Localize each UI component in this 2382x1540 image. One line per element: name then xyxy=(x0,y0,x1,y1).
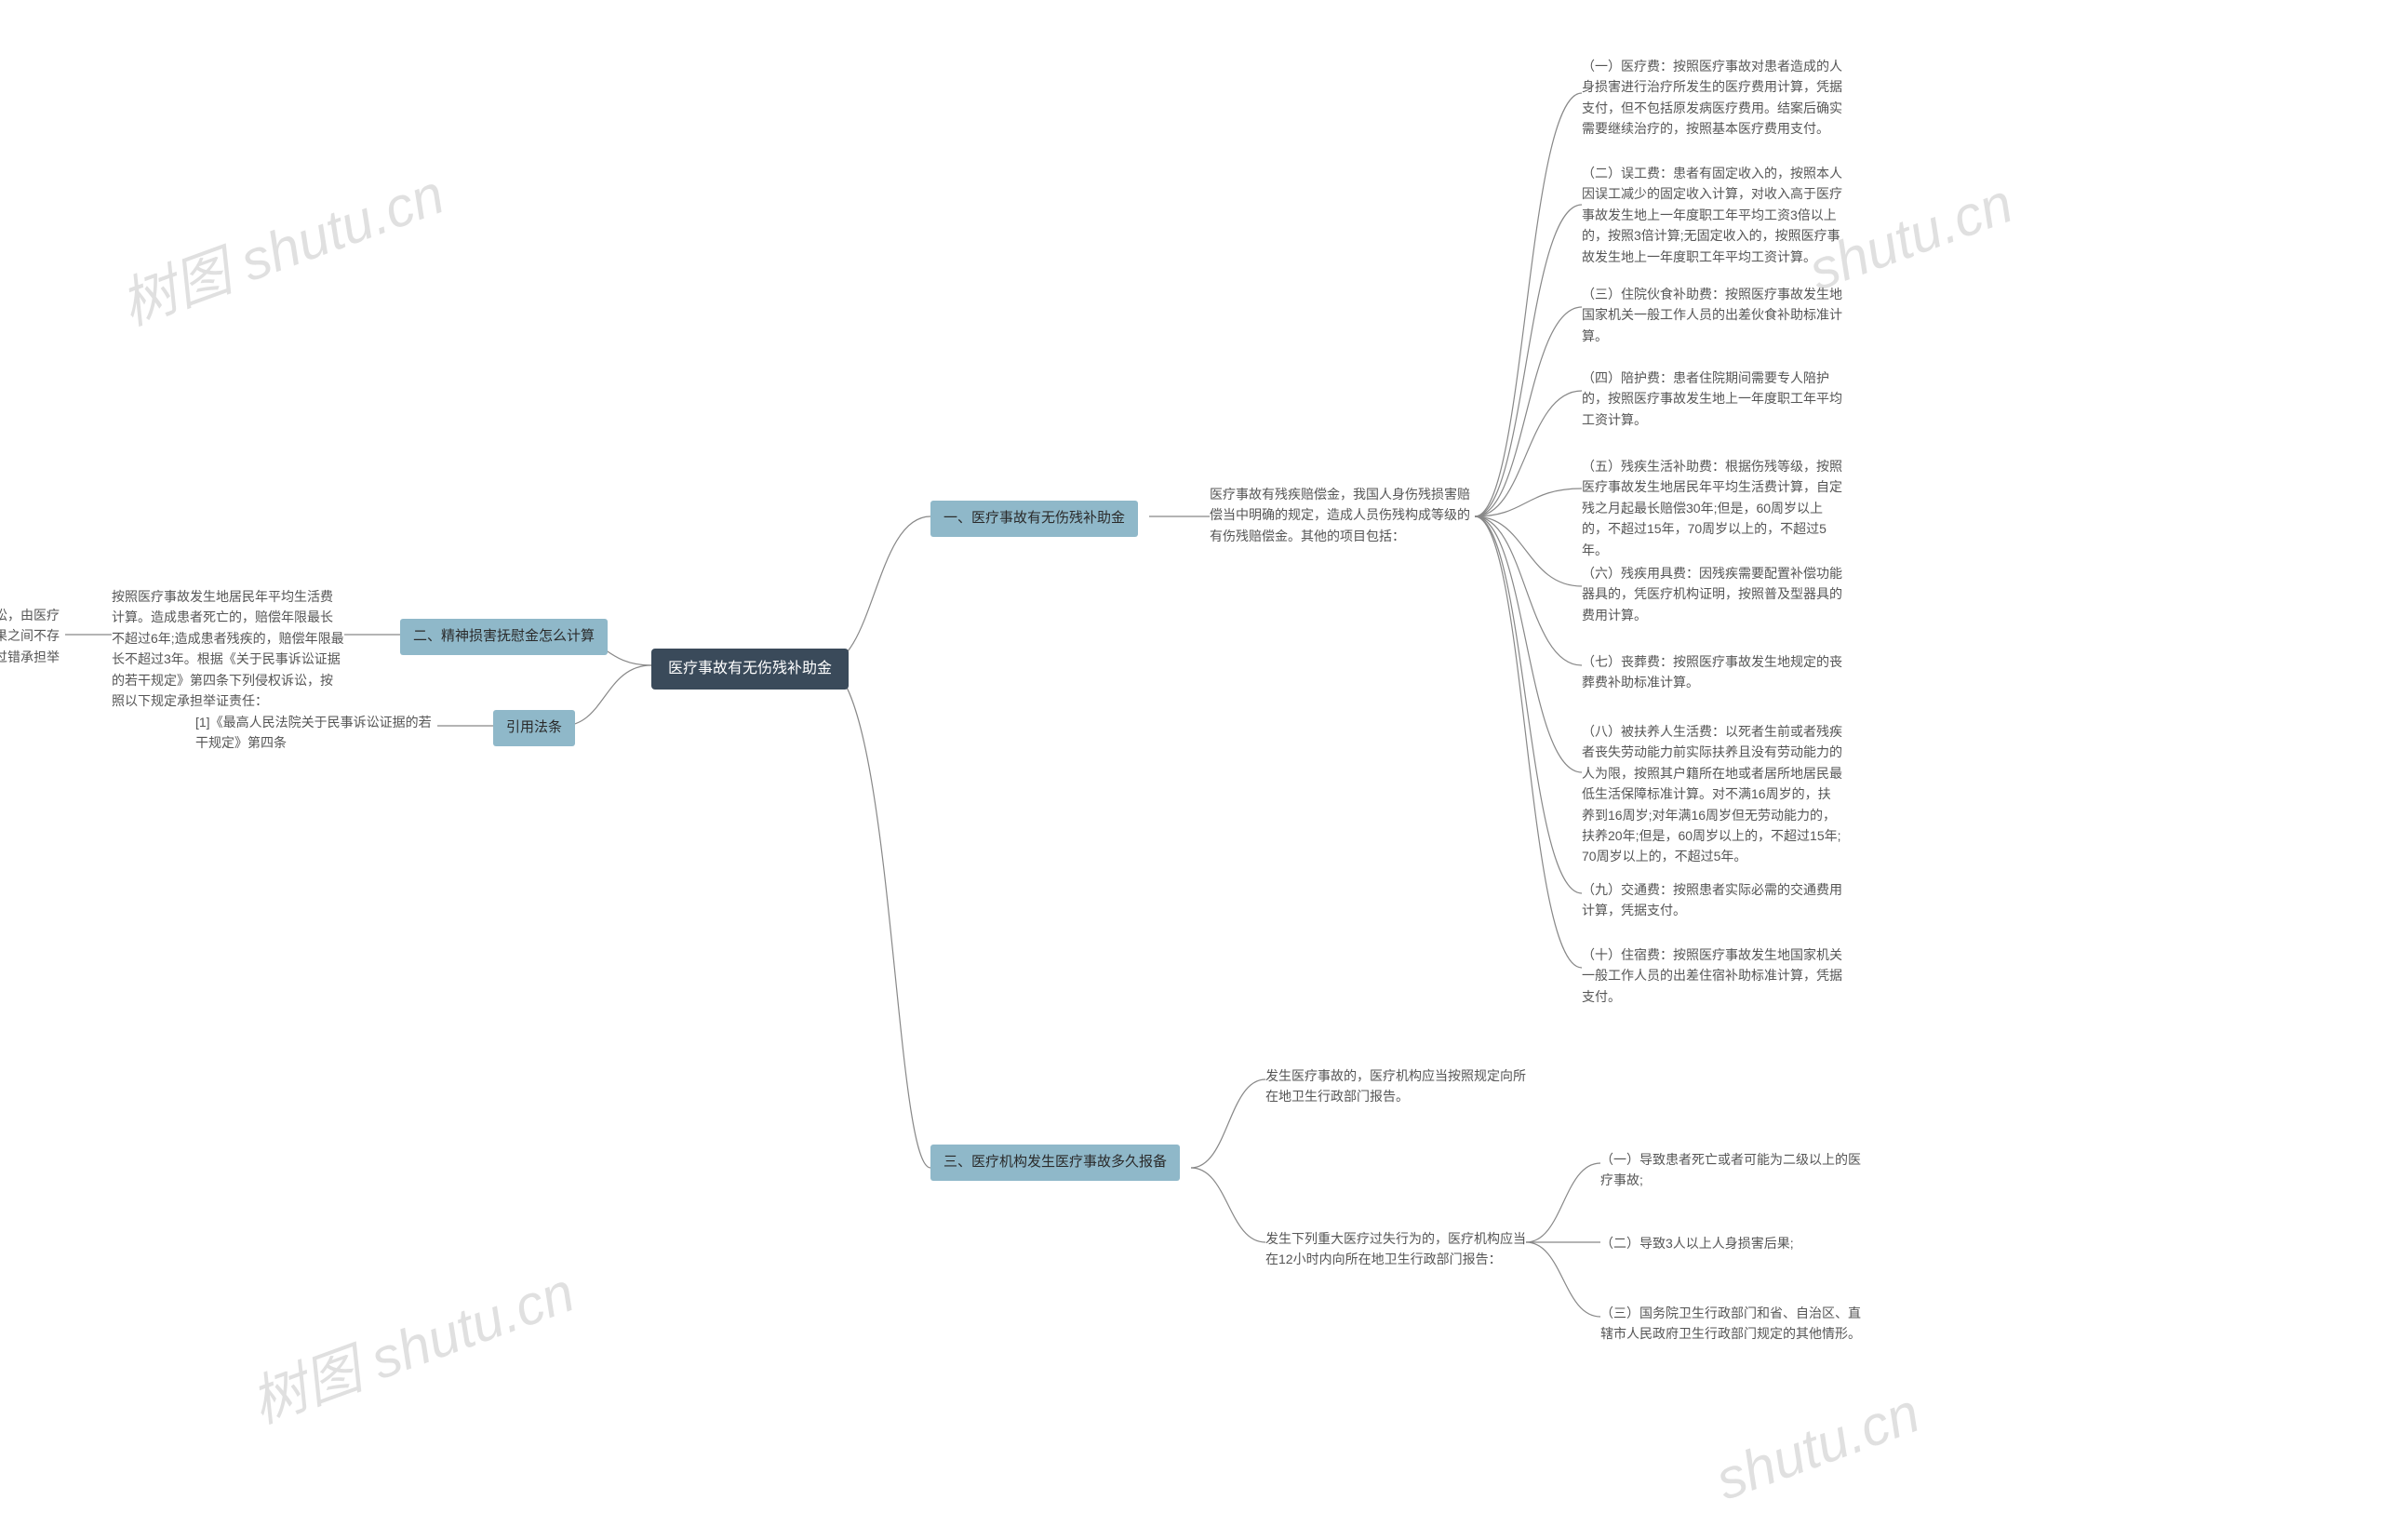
item-4: （四）陪护费：患者住院期间需要专人陪护的，按照医疗事故发生地上一年度职工年平均工… xyxy=(1582,368,1842,430)
root-label: 医疗事故有无伤残补助金 xyxy=(668,661,832,676)
branch-1: 一、医疗事故有无伤残补助金 xyxy=(930,501,1138,537)
root-node: 医疗事故有无伤残补助金 xyxy=(651,649,849,690)
branch-2-leaf: 因医疗行为引起的侵权诉讼，由医疗机构就医疗行为与损害结果之间不存在因果关系及不存… xyxy=(0,605,65,689)
item-3: （三）住院伙食补助费：按照医疗事故发生地国家机关一般工作人员的出差伙食补助标准计… xyxy=(1582,284,1842,346)
branch-1-sub: 医疗事故有残疾赔偿金，我国人身伤残损害赔偿当中明确的规定，造成人员伤残构成等级的… xyxy=(1210,484,1475,546)
branch-2-label: 二、精神损害抚慰金怎么计算 xyxy=(413,628,595,644)
watermark: 树图 shutu.cn xyxy=(238,1247,583,1439)
item-5: （五）残疾生活补助费：根据伤残等级，按照医疗事故发生地居民年平均生活费计算，自定… xyxy=(1582,456,1842,560)
sub2-item-3: （三）国务院卫生行政部门和省、自治区、直辖市人民政府卫生行政部门规定的其他情形。 xyxy=(1600,1303,1861,1345)
connector-lines xyxy=(0,0,2382,1540)
item-8: （八）被扶养人生活费：以死者生前或者残疾者丧失劳动能力前实际扶养且没有劳动能力的… xyxy=(1582,721,1842,867)
item-9: （九）交通费：按照患者实际必需的交通费用计算，凭据支付。 xyxy=(1582,879,1842,921)
item-10: （十）住宿费：按照医疗事故发生地国家机关一般工作人员的出差住宿补助标准计算，凭据… xyxy=(1582,944,1842,1007)
branch-3-sub2: 发生下列重大医疗过失行为的，医疗机构应当在12小时内向所在地卫生行政部门报告： xyxy=(1265,1228,1526,1270)
cites-branch: 引用法条 xyxy=(493,710,575,746)
watermark: 树图 shutu.cn xyxy=(108,149,453,341)
watermark: shutu.cn xyxy=(1707,1380,1928,1512)
item-1: （一）医疗费：按照医疗事故对患者造成的人身损害进行治疗所发生的医疗费用计算，凭据… xyxy=(1582,56,1842,140)
branch-3-label: 三、医疗机构发生医疗事故多久报备 xyxy=(943,1154,1167,1170)
branch-3: 三、医疗机构发生医疗事故多久报备 xyxy=(930,1145,1180,1181)
sub2-item-2: （二）导致3人以上人身损害后果; xyxy=(1600,1233,1794,1253)
branch-1-label: 一、医疗事故有无伤残补助金 xyxy=(943,510,1125,526)
branch-3-sub1: 发生医疗事故的，医疗机构应当按照规定向所在地卫生行政部门报告。 xyxy=(1265,1065,1526,1107)
cites-label: 引用法条 xyxy=(506,719,562,735)
item-2: （二）误工费：患者有固定收入的，按照本人因误工减少的固定收入计算，对收入高于医疗… xyxy=(1582,163,1842,267)
branch-2-sub: 按照医疗事故发生地居民年平均生活费计算。造成患者死亡的，赔偿年限最长不超过6年;… xyxy=(112,586,344,711)
item-7: （七）丧葬费：按照医疗事故发生地规定的丧葬费补助标准计算。 xyxy=(1582,651,1842,693)
cites-item: [1]《最高人民法院关于民事诉讼证据的若干规定》第四条 xyxy=(195,712,437,754)
branch-2: 二、精神损害抚慰金怎么计算 xyxy=(400,619,608,655)
sub2-item-1: （一）导致患者死亡或者可能为二级以上的医疗事故; xyxy=(1600,1149,1861,1191)
item-6: （六）残疾用具费：因残疾需要配置补偿功能器具的，凭医疗机构证明，按照普及型器具的… xyxy=(1582,563,1842,625)
